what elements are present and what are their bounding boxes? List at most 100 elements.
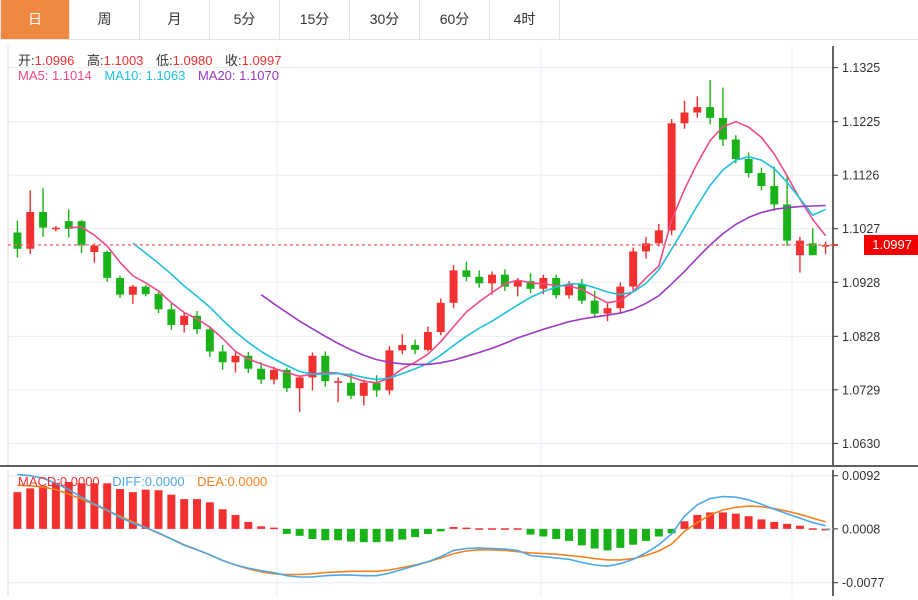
macd-bar (128, 492, 137, 529)
candle-body (51, 227, 60, 230)
macd-bar (359, 528, 368, 543)
candle-body (269, 369, 278, 380)
candle-body (423, 332, 432, 350)
macd-bar (642, 528, 650, 541)
macd-bar (257, 526, 266, 529)
ma10-line (132, 156, 826, 381)
candle-body (449, 270, 458, 303)
candle-body (385, 350, 394, 391)
tab-period-2[interactable]: 月 (140, 0, 210, 39)
macd-bar (154, 490, 163, 529)
candle-body (731, 139, 740, 159)
candle-body (718, 117, 727, 140)
candle-body (488, 274, 497, 284)
candle-body (193, 315, 201, 330)
candle-body (667, 123, 676, 231)
candle-body (808, 243, 817, 256)
tab-bar-filler (560, 0, 918, 39)
macd-bar (603, 528, 612, 551)
macd-bar (590, 528, 599, 549)
candle-body (308, 355, 317, 378)
macd-bar (795, 525, 804, 529)
candle-body (526, 281, 535, 289)
macd-bar (475, 528, 484, 530)
candle-body (821, 244, 830, 247)
candle-body (680, 112, 689, 124)
macd-bar (141, 489, 150, 529)
candle-body (26, 211, 35, 249)
price-tick-label-0: 1.1325 (842, 61, 880, 75)
diff-line (17, 473, 826, 578)
period-tab-bar[interactable]: 日周月 5分 15分 30分 60分 4时 (0, 0, 918, 40)
price-tick-label-5: 1.0828 (842, 330, 880, 344)
tab-period-5[interactable]: 30分 (350, 0, 420, 39)
tab-period-3[interactable]: 5分 (210, 0, 280, 39)
current-price-tag: 1.0997 (864, 234, 918, 255)
candle-body (346, 382, 355, 396)
macd-bar (680, 521, 689, 529)
macd-bar (667, 528, 676, 534)
macd-bar (539, 528, 548, 537)
macd-bar (783, 523, 792, 529)
candle-body (616, 286, 625, 309)
tab-period-7[interactable]: 4时 (490, 0, 560, 39)
macd-bar (39, 485, 48, 529)
candle-body (513, 281, 522, 287)
candle-series (13, 80, 830, 413)
macd-bar (808, 528, 817, 530)
macd-bar (282, 528, 291, 534)
price-tick-label-3: 1.1027 (842, 222, 880, 236)
tab-period-0[interactable]: 日 (0, 0, 70, 39)
candle-body (462, 270, 471, 277)
tab-period-1[interactable]: 周 (70, 0, 140, 39)
macd-bar (398, 528, 407, 540)
macd-bar (51, 482, 60, 529)
macd-bar (616, 528, 625, 548)
macd-bar (513, 528, 522, 530)
macd-bar (90, 483, 99, 529)
macd-bar (64, 482, 73, 529)
macd-bar (821, 528, 830, 531)
candle-body (500, 274, 509, 287)
candle-body (398, 344, 407, 351)
candle-body (154, 294, 163, 310)
candle-body (411, 344, 420, 350)
candle-body (39, 211, 48, 228)
macd-bar (629, 528, 638, 545)
macd-bar (731, 513, 740, 529)
candle-body (565, 284, 574, 296)
macd-bar (77, 483, 86, 529)
macd-bar (205, 502, 214, 529)
macd-bar (757, 519, 766, 529)
candle-body (590, 300, 599, 314)
candle-body (128, 286, 137, 295)
tab-period-6[interactable]: 60分 (420, 0, 490, 39)
macd-bar (552, 528, 561, 540)
tab-period-4[interactable]: 15分 (280, 0, 350, 39)
price-tick-label-6: 1.0729 (842, 383, 880, 397)
macd-bar (770, 521, 779, 529)
macd-bar (116, 488, 125, 529)
chart-container[interactable]: 1.1325 1.1225 1.1126 1.1027 1.0928 1.0828 1.07… (0, 40, 918, 600)
candle-body (141, 286, 150, 295)
candle-body (577, 284, 586, 301)
candle-body (795, 240, 804, 256)
candle-body (334, 381, 343, 383)
ma5-line (68, 120, 827, 384)
macd-bar (13, 492, 22, 529)
candle-body (90, 245, 99, 252)
candle-body (321, 355, 330, 382)
candle-body (77, 221, 86, 246)
macd-bar (295, 528, 304, 536)
macd-bar (565, 528, 574, 541)
candle-body (244, 355, 253, 369)
candle-body (475, 276, 484, 284)
macd-bar (321, 528, 330, 541)
macd-bar (462, 527, 471, 530)
candle-body (205, 329, 214, 352)
candle-body (783, 204, 792, 241)
candle-body (257, 368, 266, 380)
candle-body (282, 369, 291, 389)
price-tick-label-1: 1.1225 (842, 115, 880, 129)
candle-body (231, 355, 240, 363)
